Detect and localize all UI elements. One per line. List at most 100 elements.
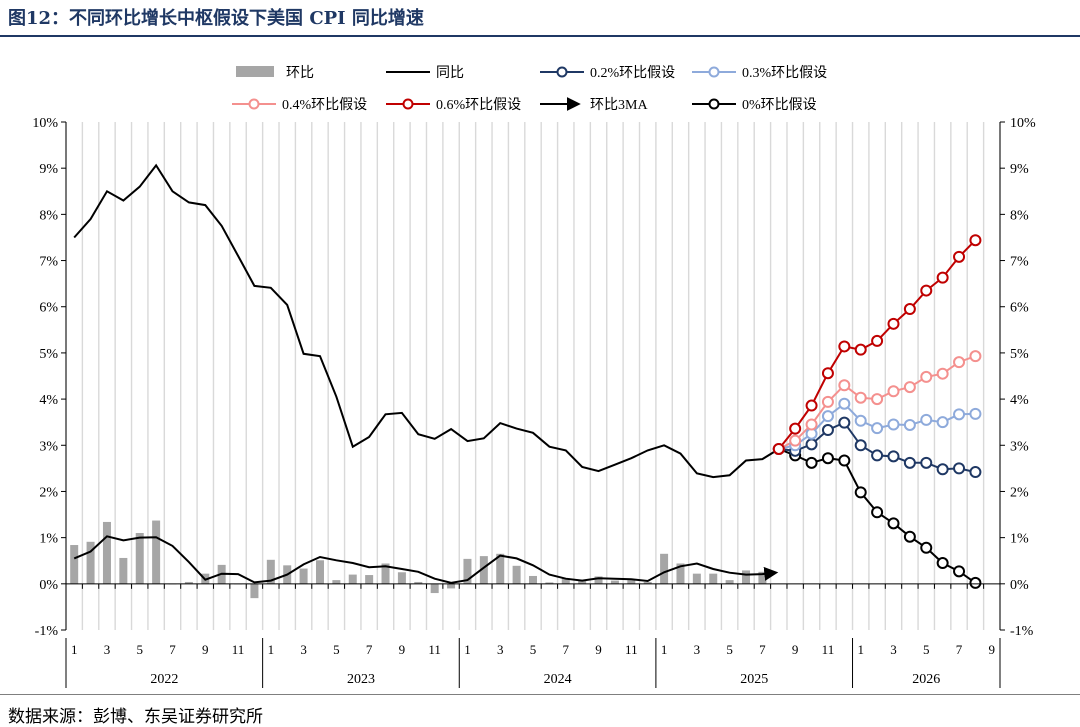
y-tick-label-right: 5% xyxy=(1010,347,1029,362)
s04-point xyxy=(953,356,966,369)
s04-point xyxy=(903,381,916,394)
s00-point xyxy=(887,517,900,530)
ma3-line xyxy=(73,535,779,584)
month-label: 9 xyxy=(202,642,209,657)
mom-bar xyxy=(643,581,652,584)
s06-point xyxy=(772,442,785,455)
mom-bar xyxy=(660,553,669,584)
s04-point xyxy=(920,370,933,383)
mom-bar xyxy=(430,583,439,594)
s03-point xyxy=(920,413,933,426)
month-label: 7 xyxy=(366,642,373,657)
s06-point xyxy=(838,340,851,353)
month-label: 1 xyxy=(464,642,471,657)
legend-label-s02: 0.2%环比假设 xyxy=(590,65,675,81)
s00-point xyxy=(805,456,818,469)
s03-point xyxy=(969,407,982,420)
legend-marker-s03 xyxy=(708,66,720,78)
y-tick-label-left: 8% xyxy=(39,208,58,223)
mom-bar xyxy=(86,541,95,584)
y-tick-label-left: 9% xyxy=(39,162,58,177)
month-label: 11 xyxy=(232,642,245,657)
month-label: 3 xyxy=(694,642,701,657)
legend-marker-s04 xyxy=(248,98,260,110)
s03-point xyxy=(871,422,884,435)
mom-bar xyxy=(479,556,488,584)
month-label: 1 xyxy=(661,642,668,657)
mom-bar xyxy=(496,553,505,584)
s06-point xyxy=(821,367,834,380)
s06-point xyxy=(936,271,949,284)
data-source: 数据来源：彭博、东吴证券研究所 xyxy=(8,707,263,727)
s06-point xyxy=(854,343,867,356)
mom-bar xyxy=(692,573,701,584)
s04-point xyxy=(936,367,949,380)
month-label: 3 xyxy=(890,642,897,657)
s06-point xyxy=(887,317,900,330)
s04-point xyxy=(789,434,802,447)
mom-bar xyxy=(758,571,767,584)
year-label: 2024 xyxy=(544,672,572,687)
s06-point xyxy=(920,284,933,297)
s02-point xyxy=(920,456,933,469)
month-label: 11 xyxy=(428,642,441,657)
s03-point xyxy=(903,418,916,431)
month-label: 3 xyxy=(104,642,111,657)
y-tick-label-left: 0% xyxy=(39,578,58,593)
s02-point xyxy=(854,439,867,452)
title-rule xyxy=(0,35,1080,37)
month-label: 7 xyxy=(759,642,766,657)
axes: -1% -1% 0% 0% 1% 1% 2% 2% 3% 3% 4% 4% 5% 5% 6% 6% 7% 7% 8%… xyxy=(32,116,1036,639)
month-label: 1 xyxy=(857,642,864,657)
legend-marker-s06 xyxy=(402,98,414,110)
y-tick-label-left: 6% xyxy=(39,301,58,316)
y-tick-label-right: 9% xyxy=(1010,162,1029,177)
legend-label-ma3: 环比3MA xyxy=(590,97,648,113)
legend-label-s06: 0.6%环比假设 xyxy=(436,97,521,113)
month-label: 9 xyxy=(399,642,406,657)
grid xyxy=(65,122,1001,630)
mom-bar xyxy=(627,580,636,584)
s06-point xyxy=(789,422,802,435)
y-tick-label-right: 8% xyxy=(1010,208,1029,223)
y-tick-label-right: 10% xyxy=(1010,116,1036,131)
mom-bar xyxy=(315,560,324,584)
yoy-line xyxy=(73,163,780,479)
month-label: 5 xyxy=(923,642,930,657)
mom-bar xyxy=(102,521,111,584)
month-label: 5 xyxy=(333,642,340,657)
year-label: 2025 xyxy=(740,672,768,687)
month-label: 3 xyxy=(300,642,307,657)
s04-point xyxy=(887,385,900,398)
mom-bar xyxy=(152,520,161,584)
mom-bar xyxy=(545,582,554,584)
mom-bar xyxy=(610,580,619,584)
mom-bar xyxy=(676,563,685,584)
mom-bar xyxy=(414,581,423,584)
mom-bar xyxy=(266,559,275,584)
s06-point xyxy=(953,250,966,263)
series-points xyxy=(772,234,982,589)
legend-label-yoy: 同比 xyxy=(436,65,464,81)
s00-point xyxy=(838,454,851,467)
y-tick-label-left: 5% xyxy=(39,347,58,362)
mom-bar xyxy=(397,572,406,584)
s02-point xyxy=(821,424,834,437)
s00-point xyxy=(821,452,834,465)
mom-bar xyxy=(578,580,587,584)
mom-bar xyxy=(725,580,734,584)
y-tick-label-left: 4% xyxy=(39,393,58,408)
mom-bar xyxy=(299,568,308,584)
mom-bar xyxy=(594,576,603,584)
mom-bar xyxy=(332,580,341,584)
year-label: 2026 xyxy=(912,672,940,687)
y-tick-label-left: 2% xyxy=(39,485,58,500)
mom-bar xyxy=(70,545,79,584)
s04-point xyxy=(854,391,867,404)
mom-bar xyxy=(742,570,751,584)
month-label: 1 xyxy=(71,642,78,657)
s06-point xyxy=(903,303,916,316)
s06-point xyxy=(805,399,818,412)
legend-label-s00: 0%环比假设 xyxy=(742,97,817,113)
